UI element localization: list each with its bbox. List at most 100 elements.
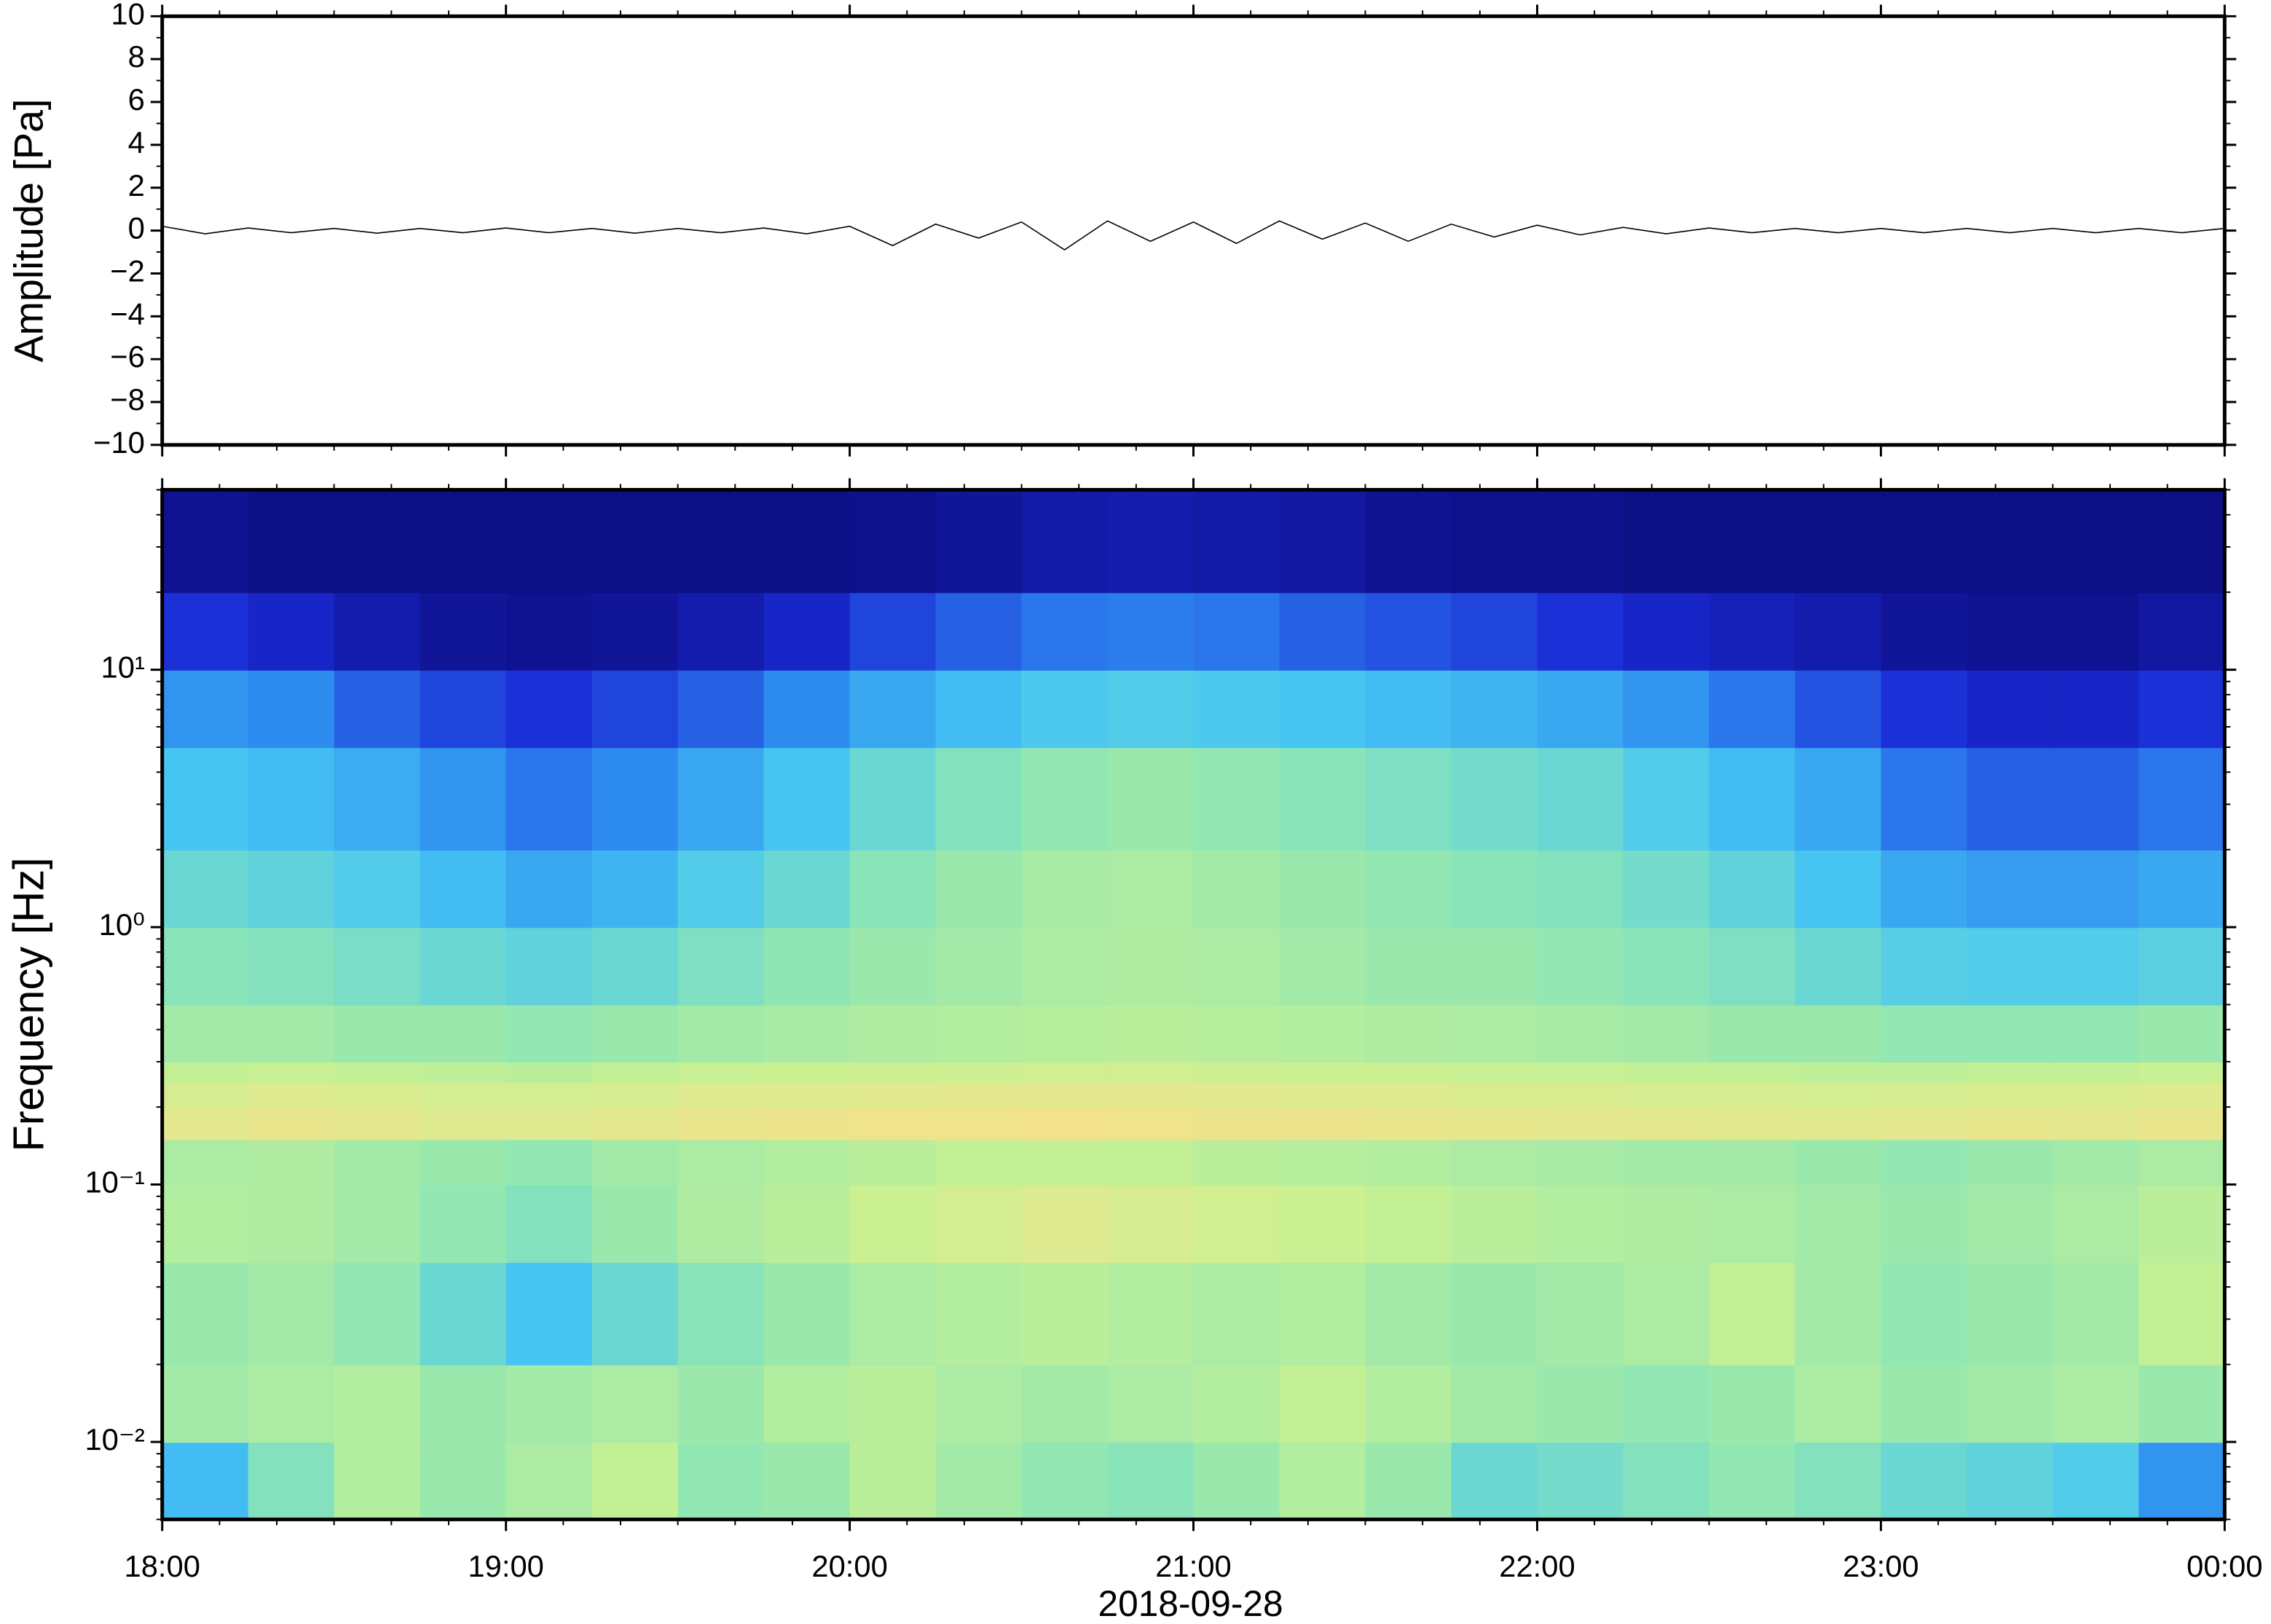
spectrogram-cell xyxy=(505,1184,593,1264)
spectrogram-cell xyxy=(334,1004,421,1063)
y-tick-label: 0 xyxy=(128,211,145,245)
spectrogram-cell xyxy=(1623,1081,1710,1108)
spectrogram-cell xyxy=(1451,1364,1538,1443)
spectrogram-cell xyxy=(1107,1441,1194,1521)
spectrogram-cell xyxy=(849,1261,937,1365)
spectrogram-cell xyxy=(334,489,421,594)
spectrogram-cell xyxy=(505,1139,593,1186)
spectrogram-cell xyxy=(1537,1184,1624,1264)
spectrogram-cell xyxy=(849,489,937,594)
spectrogram-cell xyxy=(591,927,679,1006)
spectrogram-cell xyxy=(1451,1061,1538,1084)
spectrogram-cell xyxy=(935,1261,1023,1365)
spectrogram-cell xyxy=(849,669,937,749)
spectrogram-cell xyxy=(1451,669,1538,749)
spectrogram-cell xyxy=(1279,1107,1366,1140)
spectrogram-cell xyxy=(420,592,507,671)
spectrogram-cell xyxy=(334,1184,421,1264)
spectrogram-cell xyxy=(1451,1004,1538,1063)
spectrogram-cell xyxy=(162,1061,249,1084)
spectrogram-cell xyxy=(1795,1061,1882,1084)
spectrogram-cell xyxy=(849,1364,937,1443)
spectrogram-cell xyxy=(1451,927,1538,1006)
spectrogram-cell xyxy=(420,1184,507,1264)
spectrogram-cell xyxy=(1279,849,1366,929)
spectrogram-cell xyxy=(763,1107,851,1140)
spectrogram-cell xyxy=(1365,927,1452,1006)
spectrogram-cell xyxy=(935,1061,1023,1084)
spectrogram-cell xyxy=(1365,489,1452,594)
x-tick-label: 23:00 xyxy=(1843,1549,1918,1583)
spectrogram-cell xyxy=(935,849,1023,929)
spectrogram-cell xyxy=(420,747,507,851)
spectrogram-cell xyxy=(677,1261,765,1365)
spectrogram-cell xyxy=(162,747,249,851)
spectrogram-cell xyxy=(849,1184,937,1264)
spectrogram-cell xyxy=(248,849,335,929)
spectrogram-cell xyxy=(1537,1261,1624,1365)
spectrogram-cell xyxy=(1795,489,1882,594)
spectrogram-cell xyxy=(1795,1107,1882,1140)
spectrogram-cell xyxy=(1881,592,1968,671)
spectrogram-cell xyxy=(591,1081,679,1108)
spectrogram-cell xyxy=(763,592,851,671)
spectrogram-cell xyxy=(1881,1139,1968,1186)
y-tick-label: 4 xyxy=(128,125,145,159)
spectrogram-cell xyxy=(162,1364,249,1443)
spectrogram-cell xyxy=(162,669,249,749)
spectrogram-cell xyxy=(763,1441,851,1521)
spectrogram xyxy=(162,489,2226,1521)
spectrogram-cell xyxy=(849,1081,937,1108)
spectrogram-cell xyxy=(1021,1004,1109,1063)
spectrogram-cell xyxy=(1623,1004,1710,1063)
spectrogram-cell xyxy=(1967,1364,2054,1443)
spectrogram-cell xyxy=(1881,1184,1968,1264)
y-axis-label: Amplitude [Pa] xyxy=(6,99,51,363)
spectrogram-cell xyxy=(248,1364,335,1443)
spectrogram-cell xyxy=(1795,1364,1882,1443)
spectrogram-cell xyxy=(1107,1364,1194,1443)
spectrogram-cell xyxy=(1623,927,1710,1006)
spectrogram-cell xyxy=(2052,1261,2140,1365)
spectrogram-cell xyxy=(2138,669,2226,749)
x-tick-label: 22:00 xyxy=(1499,1549,1575,1583)
spectrogram-cell xyxy=(2052,747,2140,851)
spectrogram-cell xyxy=(1709,1004,1796,1063)
spectrogram-cell xyxy=(2138,1184,2226,1264)
spectrogram-cell xyxy=(334,1441,421,1521)
spectrogram-cell xyxy=(763,489,851,594)
spectrogram-cell xyxy=(1709,849,1796,929)
spectrogram-cell xyxy=(935,747,1023,851)
spectrogram-cell xyxy=(2052,1004,2140,1063)
y-axis-label: Frequency [Hz] xyxy=(4,857,52,1151)
spectrogram-cell xyxy=(505,1441,593,1521)
spectrogram-cell xyxy=(248,1081,335,1108)
spectrogram-cell xyxy=(1365,747,1452,851)
spectrogram-cell xyxy=(849,1139,937,1186)
spectrogram-cell xyxy=(1279,1139,1366,1186)
spectrogram-cell xyxy=(420,1364,507,1443)
spectrogram-cell xyxy=(763,1081,851,1108)
spectrogram-cell xyxy=(162,1139,249,1186)
spectrogram-cell xyxy=(849,1061,937,1084)
spectrogram-cell xyxy=(1881,1081,1968,1108)
spectrogram-cell xyxy=(1193,1441,1280,1521)
spectrogram-cell xyxy=(505,1061,593,1084)
spectrogram-cell xyxy=(2138,1441,2226,1521)
spectrogram-cell xyxy=(2138,1261,2226,1365)
y-tick-label: 8 xyxy=(128,39,145,74)
spectrogram-cell xyxy=(1623,1061,1710,1084)
spectrogram-cell xyxy=(677,747,765,851)
spectrogram-cell xyxy=(248,1184,335,1264)
spectrogram-cell xyxy=(1537,592,1624,671)
spectrogram-cell xyxy=(1881,669,1968,749)
spectrogram-cell xyxy=(248,1261,335,1365)
spectrogram-cell xyxy=(677,1139,765,1186)
spectrogram-cell xyxy=(505,849,593,929)
spectrogram-cell xyxy=(677,1441,765,1521)
spectrogram-cell xyxy=(334,1364,421,1443)
spectrogram-cell xyxy=(2138,592,2226,671)
spectrogram-cell xyxy=(1193,1261,1280,1365)
spectrogram-cell xyxy=(763,1261,851,1365)
x-tick-label: 21:00 xyxy=(1155,1549,1231,1583)
